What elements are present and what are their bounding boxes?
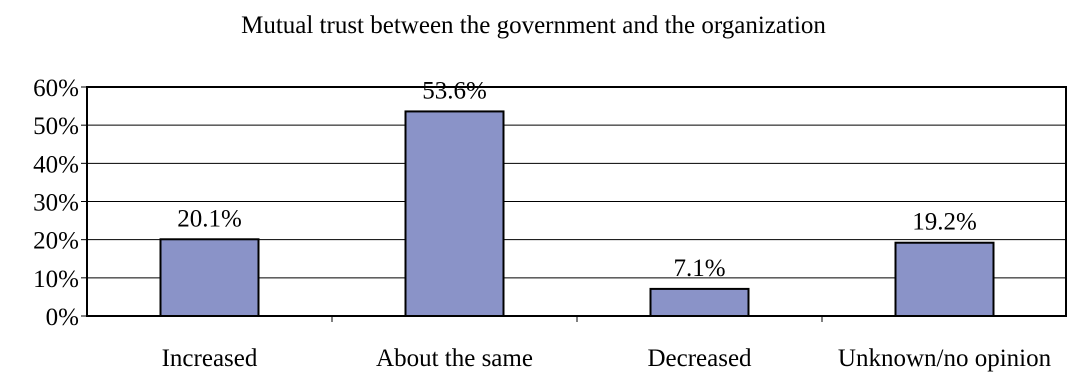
data-label: 7.1%: [673, 255, 725, 282]
y-axis-ticks: 0% 10% 20% 30% 40% 50% 60%: [33, 75, 87, 331]
bar-2: [649, 287, 750, 318]
bar-3: [894, 241, 995, 317]
y-tick-label: 30%: [33, 190, 79, 217]
y-tick-label: 20%: [33, 228, 79, 255]
bar-1: [404, 110, 505, 317]
x-tick-label: About the same: [376, 345, 533, 372]
y-tick-label: 0%: [46, 304, 79, 331]
x-tick-label: Decreased: [647, 345, 752, 372]
data-label: 20.1%: [177, 205, 242, 232]
bars: [159, 110, 995, 318]
y-tick-label: 40%: [33, 151, 79, 178]
plot-frame: [86, 86, 1067, 317]
data-labels: 20.1% 53.6% 7.1% 19.2%: [177, 77, 977, 281]
y-tick-label: 60%: [33, 75, 79, 102]
data-label: 19.2%: [912, 209, 977, 236]
y-tick-label: 50%: [33, 113, 79, 140]
data-label: 53.6%: [422, 77, 487, 104]
bar-0: [159, 238, 260, 317]
chart-title: Mutual trust between the government and …: [241, 12, 826, 39]
y-tick-label: 10%: [33, 266, 79, 293]
x-tick-label: Increased: [162, 345, 258, 372]
x-tick-label: Unknown/no opinion: [838, 345, 1052, 372]
x-axis-ticks: Increased About the same Decreased Unknown/…: [162, 316, 1052, 372]
